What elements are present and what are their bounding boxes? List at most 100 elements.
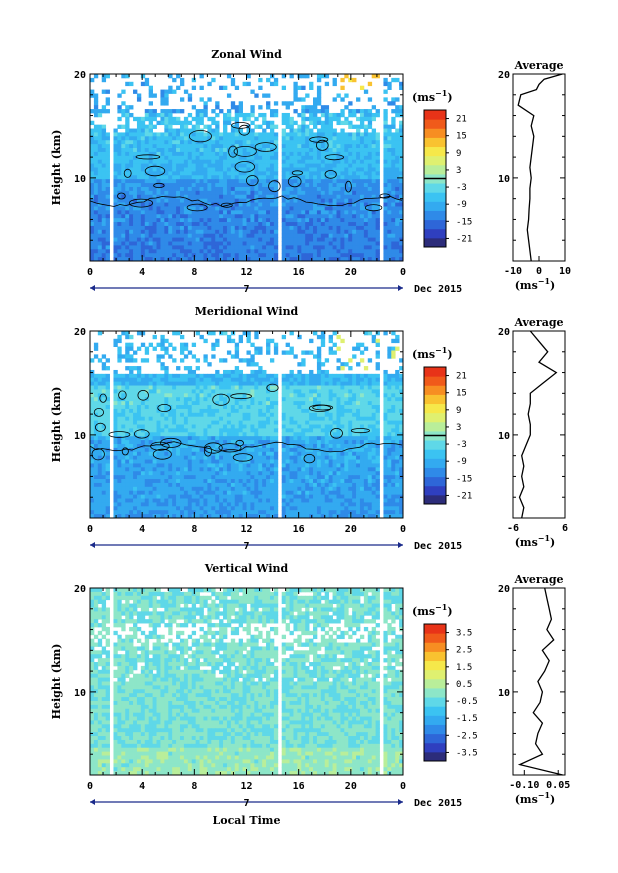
heatmap-cell xyxy=(101,136,107,141)
heatmap-cell xyxy=(215,381,220,386)
heatmap-cell xyxy=(359,249,365,254)
heatmap-cell xyxy=(93,210,99,215)
heatmap-cell xyxy=(176,132,181,137)
heatmap-cell xyxy=(148,377,153,383)
heatmap-cell xyxy=(226,233,232,239)
heatmap-cell xyxy=(367,136,373,141)
heatmap-cell xyxy=(113,237,118,242)
heatmap-cell xyxy=(176,249,181,254)
heatmap-cell xyxy=(254,186,259,192)
heatmap-cell xyxy=(399,412,404,418)
heatmap-cell xyxy=(332,159,337,165)
heatmap-cell xyxy=(183,202,189,207)
heatmap-cell xyxy=(289,155,294,161)
heatmap-cell xyxy=(383,443,388,449)
heatmap-cell xyxy=(273,257,279,262)
heatmap-cell xyxy=(117,412,122,418)
heatmap-cell xyxy=(93,416,99,422)
heatmap-cell xyxy=(281,245,287,250)
heatmap-cell xyxy=(391,245,396,250)
heatmap-cell xyxy=(246,233,251,239)
heatmap-cell xyxy=(160,214,165,219)
heatmap-cell xyxy=(363,257,369,262)
heatmap-cell xyxy=(191,151,197,157)
heatmap-cell xyxy=(230,385,236,390)
heatmap-cell xyxy=(363,440,369,445)
heatmap-cell xyxy=(367,428,373,433)
heatmap-cell xyxy=(399,436,404,441)
heatmap-cell xyxy=(328,436,333,441)
heatmap-cell xyxy=(199,179,204,184)
heatmap-cell xyxy=(367,159,373,165)
heatmap-cell xyxy=(399,229,404,235)
heatmap-cell xyxy=(160,120,165,126)
heatmap-cell xyxy=(340,393,345,398)
heatmap-cell xyxy=(136,132,142,137)
heatmap-cell xyxy=(305,381,310,386)
heatmap-cell xyxy=(359,424,365,429)
heatmap-cell xyxy=(211,373,216,379)
heatmap-cell xyxy=(230,432,236,437)
heatmap-cell xyxy=(168,89,173,94)
heatmap-cell xyxy=(269,186,275,192)
heatmap-cell xyxy=(383,241,388,246)
heatmap-cell xyxy=(207,408,212,414)
heatmap-cell xyxy=(144,132,150,137)
heatmap-cell xyxy=(273,241,279,246)
heatmap-cell xyxy=(316,214,322,219)
heatmap-cell xyxy=(101,416,107,422)
heatmap-cell xyxy=(285,151,290,157)
heatmap-cell xyxy=(183,229,189,235)
heatmap-cell xyxy=(203,245,208,250)
heatmap-cell xyxy=(117,140,122,145)
heatmap-cell xyxy=(320,225,326,231)
heatmap-cell xyxy=(105,424,110,429)
heatmap-cell xyxy=(133,194,138,200)
heatmap-cell xyxy=(297,257,302,262)
heatmap-cell xyxy=(250,393,255,398)
heatmap-cell xyxy=(332,144,337,149)
heatmap-cell xyxy=(246,338,251,344)
heatmap-cell xyxy=(129,202,134,207)
heatmap-cell xyxy=(219,210,224,215)
heatmap-cell xyxy=(129,253,134,258)
heatmap-cell xyxy=(391,109,396,114)
heatmap-cell xyxy=(258,253,263,258)
heatmap-cell xyxy=(336,440,341,445)
heatmap-cell xyxy=(352,241,357,246)
heatmap-cell xyxy=(125,241,130,246)
heatmap-cell xyxy=(164,385,169,390)
heatmap-cell xyxy=(183,171,189,176)
heatmap-cell xyxy=(254,377,259,383)
heatmap-cell xyxy=(332,210,337,215)
heatmap-cell xyxy=(289,175,294,180)
heatmap-cell xyxy=(340,249,345,254)
heatmap-cell xyxy=(140,214,146,219)
heatmap-cell xyxy=(219,148,224,153)
heatmap-cell xyxy=(371,428,377,433)
heatmap-cell xyxy=(223,405,228,410)
heatmap-cell xyxy=(152,241,157,246)
heatmap-cell xyxy=(305,190,310,196)
heatmap-cell xyxy=(133,233,138,239)
heatmap-cell xyxy=(215,128,220,133)
heatmap-cell xyxy=(90,210,95,215)
heatmap-cell xyxy=(223,443,228,449)
heatmap-cell xyxy=(258,241,263,246)
heatmap-cell xyxy=(356,241,361,246)
heatmap-cell xyxy=(313,354,318,359)
heatmap-cell xyxy=(152,198,157,203)
heatmap-cell xyxy=(117,408,122,414)
heatmap-cell xyxy=(254,412,259,418)
heatmap-cell xyxy=(371,144,377,149)
heatmap-cell xyxy=(269,249,275,254)
heatmap-cell xyxy=(395,369,400,375)
heatmap-cell xyxy=(297,159,302,165)
heatmap-cell xyxy=(324,167,330,172)
heatmap-cell xyxy=(179,171,185,176)
heatmap-cell xyxy=(195,206,200,211)
heatmap-cell xyxy=(176,109,181,114)
heatmap-cell xyxy=(293,401,298,406)
heatmap-cell xyxy=(125,116,130,122)
heatmap-cell xyxy=(269,136,275,141)
